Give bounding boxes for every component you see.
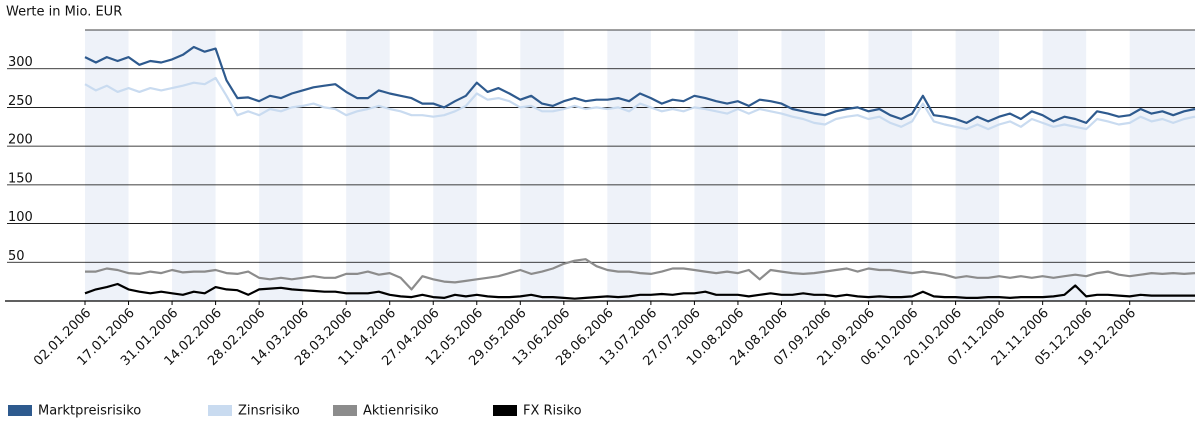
legend-swatch	[333, 405, 357, 416]
band	[781, 30, 825, 301]
y-tick-label: 50	[8, 249, 25, 264]
band	[520, 30, 564, 301]
legend-label: FX Risiko	[523, 404, 582, 419]
y-tick-label: 250	[8, 94, 33, 109]
legend-swatch	[208, 405, 232, 416]
y-axis-label: Werte in Mio. EUR	[6, 5, 122, 20]
series-line	[84, 76, 1196, 131]
band	[694, 30, 738, 301]
legend-label: Aktienrisiko	[363, 404, 439, 419]
band	[346, 30, 390, 301]
y-tick-label: 200	[8, 133, 33, 148]
series-line	[85, 258, 1196, 291]
band	[1042, 30, 1087, 301]
legend-swatch	[8, 405, 32, 416]
band	[259, 30, 303, 301]
band	[955, 30, 1000, 301]
y-tick-label: 150	[8, 171, 33, 186]
band	[85, 30, 129, 301]
legend-label: Zinsrisiko	[238, 404, 300, 419]
band	[433, 30, 477, 301]
band	[607, 30, 651, 301]
series-line	[84, 282, 1195, 300]
y-tick-label: 300	[8, 55, 33, 70]
legend-label: Marktpreisrisiko	[38, 404, 141, 419]
band	[172, 30, 216, 301]
legend-swatch	[493, 405, 517, 416]
band	[1129, 30, 1195, 301]
y-tick-label: 100	[8, 210, 33, 225]
band	[868, 30, 913, 301]
series-line	[84, 45, 1196, 124]
